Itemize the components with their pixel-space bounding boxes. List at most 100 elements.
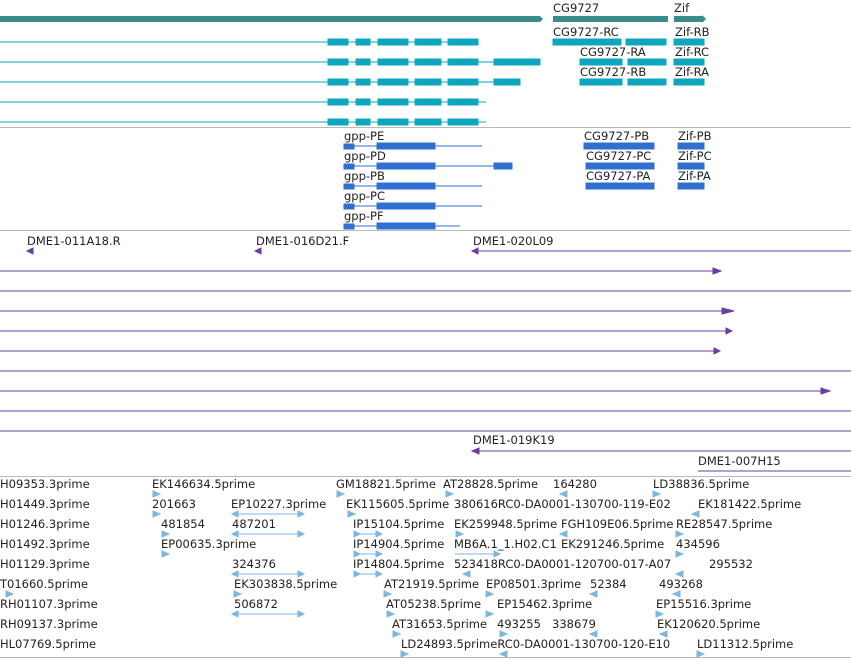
est-label[interactable]: EK120620.5prime bbox=[657, 617, 761, 631]
est-label[interactable]: 487201 bbox=[232, 517, 276, 531]
transcript-label[interactable]: CG9727-RB bbox=[580, 65, 647, 79]
est-label[interactable]: LD24893.5primeRC0-DA0001-130700-120-E10 bbox=[401, 637, 671, 651]
est-label[interactable]: 324376 bbox=[232, 557, 276, 571]
est-label[interactable]: H09353.3prime bbox=[0, 477, 90, 491]
gene-label[interactable]: CG9727 bbox=[553, 1, 600, 15]
clone-marker bbox=[721, 307, 735, 315]
protein-label[interactable]: Zif-PC bbox=[678, 149, 712, 163]
est-label[interactable]: 481854 bbox=[161, 517, 205, 531]
est-label[interactable]: EP00635.3prime bbox=[161, 537, 257, 551]
est-label[interactable]: LD11312.5prime bbox=[697, 637, 794, 651]
est-label[interactable]: EK181422.5prime bbox=[698, 497, 802, 511]
protein-label[interactable]: gpp-PF bbox=[344, 209, 384, 223]
exon bbox=[377, 58, 409, 66]
est-label[interactable]: RH09137.3prime bbox=[0, 617, 98, 631]
est-marker bbox=[297, 530, 306, 538]
clone-label[interactable]: DME1-011A18.R bbox=[27, 234, 121, 248]
transcript-label[interactable]: Zif-RA bbox=[675, 65, 710, 79]
est-label[interactable]: 338679 bbox=[552, 617, 596, 631]
est-label[interactable]: IP15104.5prime bbox=[353, 517, 445, 531]
exon bbox=[673, 38, 705, 46]
protein-label[interactable]: Zif-PB bbox=[678, 129, 712, 143]
est-label[interactable]: RH01107.3prime bbox=[0, 597, 98, 611]
est-label[interactable]: 201663 bbox=[152, 497, 196, 511]
transcript-label[interactable]: Zif-RC bbox=[675, 45, 710, 59]
est-label[interactable]: EP08501.3prime bbox=[486, 577, 582, 591]
exon bbox=[327, 78, 349, 86]
est-label[interactable]: 380616RC0-DA0001-130700-119-E02 bbox=[454, 497, 671, 511]
est-label[interactable]: 523418RC0-DA0001-120700-017-A07 bbox=[454, 557, 672, 571]
est-label[interactable]: GM18821.5prime bbox=[336, 477, 436, 491]
protein-label[interactable]: CG9727-PC bbox=[586, 149, 652, 163]
est-marker bbox=[375, 530, 384, 538]
est-label[interactable]: EP10227.3prime bbox=[231, 497, 327, 511]
transcript-label[interactable]: Zif-RB bbox=[675, 25, 710, 39]
est-marker bbox=[353, 530, 362, 538]
clone-label[interactable]: DME1-007H15 bbox=[698, 454, 781, 468]
protein-track bbox=[343, 142, 705, 230]
cds bbox=[677, 142, 705, 150]
est-label[interactable]: 164280 bbox=[553, 477, 597, 491]
est-label[interactable]: EK291246.5prime bbox=[561, 537, 665, 551]
est-label[interactable]: 434596 bbox=[676, 537, 720, 551]
exon bbox=[355, 118, 371, 126]
gene-arrow bbox=[702, 15, 706, 23]
cds bbox=[343, 203, 355, 210]
est-label[interactable]: MB6A.1_1.H02.C1 bbox=[454, 537, 557, 551]
est-label[interactable]: 493268 bbox=[659, 577, 703, 591]
protein-label[interactable]: gpp-PE bbox=[344, 129, 385, 143]
est-label[interactable]: EK259948.5prime bbox=[454, 517, 558, 531]
est-label[interactable]: 295532 bbox=[709, 557, 753, 571]
protein-label[interactable]: CG9727-PB bbox=[584, 129, 650, 143]
est-label[interactable]: H01129.3prime bbox=[0, 557, 90, 571]
protein-label[interactable]: CG9727-PA bbox=[586, 169, 651, 183]
clone-label[interactable]: DME1-016D21.F bbox=[256, 234, 350, 248]
est-label[interactable]: EK115605.5prime bbox=[346, 497, 450, 511]
est-label[interactable]: HL07769.5prime bbox=[0, 637, 97, 651]
est-label[interactable]: AT21919.5prime bbox=[384, 577, 480, 591]
cds bbox=[343, 163, 355, 170]
cds bbox=[493, 162, 513, 170]
est-label[interactable]: RE28547.5prime bbox=[676, 517, 773, 531]
gene-bar bbox=[553, 16, 668, 22]
track-separator bbox=[0, 657, 851, 658]
clone-label[interactable]: DME1-019K19 bbox=[473, 433, 555, 447]
est-label[interactable]: EP15516.3prime bbox=[656, 597, 752, 611]
est-label[interactable]: H01449.3prime bbox=[0, 497, 90, 511]
est-label[interactable]: H01246.3prime bbox=[0, 517, 90, 531]
est-label[interactable]: 493255 bbox=[497, 617, 541, 631]
track-separator bbox=[0, 476, 851, 477]
protein-label[interactable]: gpp-PB bbox=[344, 169, 385, 183]
cds bbox=[585, 162, 655, 170]
est-label[interactable]: IP14804.5prime bbox=[353, 557, 445, 571]
est-label[interactable]: EK303838.5prime bbox=[234, 577, 338, 591]
est-label[interactable]: AT05238.5prime bbox=[386, 597, 482, 611]
clone-label[interactable]: DME1-020L09 bbox=[473, 234, 554, 248]
est-label[interactable]: 52384 bbox=[590, 577, 627, 591]
transcript-label[interactable]: CG9727-RA bbox=[580, 45, 646, 59]
transcript-label[interactable]: CG9727-RC bbox=[553, 25, 619, 39]
protein-label[interactable]: gpp-PD bbox=[344, 149, 386, 163]
exon bbox=[377, 38, 409, 46]
est-marker bbox=[461, 570, 471, 578]
est-label[interactable]: 506872 bbox=[234, 597, 278, 611]
est-label[interactable]: IP14904.5prime bbox=[353, 537, 445, 551]
est-label[interactable]: AT28828.5prime bbox=[443, 477, 539, 491]
protein-label[interactable]: Zif-PA bbox=[678, 169, 711, 183]
exon bbox=[414, 118, 442, 126]
exon bbox=[355, 58, 371, 66]
est-label[interactable]: T01660.5prime bbox=[0, 577, 89, 591]
gene-arrow bbox=[540, 16, 543, 22]
gene-label[interactable]: Zif bbox=[674, 1, 690, 15]
est-label[interactable]: H01492.3prime bbox=[0, 537, 90, 551]
cds bbox=[677, 182, 705, 190]
est-marker bbox=[375, 550, 384, 558]
est-label[interactable]: LD38836.5prime bbox=[653, 477, 750, 491]
protein-label[interactable]: gpp-PC bbox=[344, 189, 386, 203]
est-label[interactable]: FGH109E06.5prime bbox=[561, 517, 674, 531]
exon bbox=[355, 98, 371, 106]
est-track bbox=[5, 490, 706, 658]
est-label[interactable]: AT31653.5prime bbox=[392, 617, 488, 631]
est-label[interactable]: EK146634.5prime bbox=[152, 477, 256, 491]
est-label[interactable]: EP15462.3prime bbox=[497, 597, 593, 611]
